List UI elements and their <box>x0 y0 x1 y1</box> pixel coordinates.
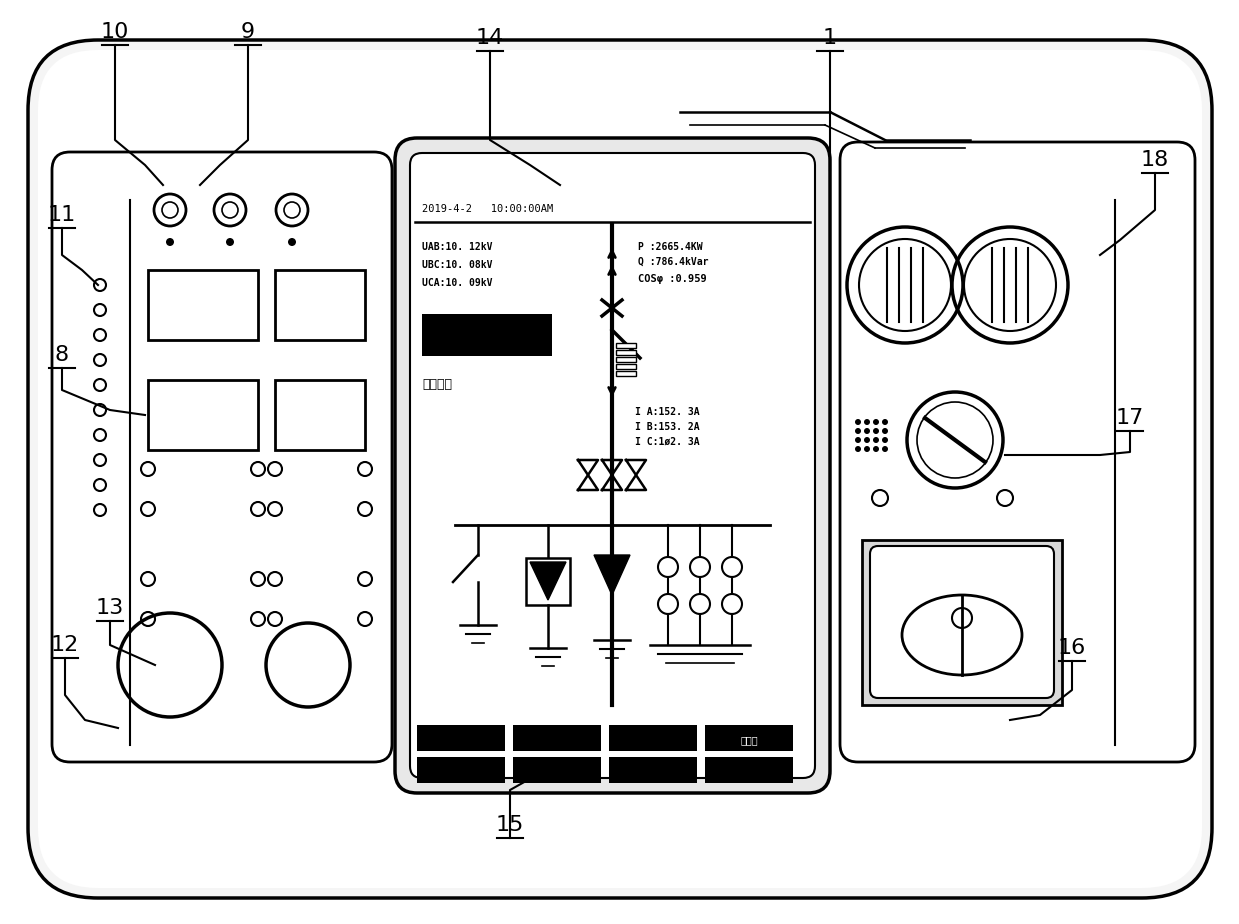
Circle shape <box>864 419 870 425</box>
Bar <box>616 364 636 369</box>
FancyBboxPatch shape <box>395 138 830 793</box>
Text: P :2665.4KW: P :2665.4KW <box>638 242 703 252</box>
Circle shape <box>873 446 878 452</box>
Text: I C:1ø2. 3A: I C:1ø2. 3A <box>636 437 700 447</box>
Bar <box>527 558 570 605</box>
Bar <box>275 380 366 450</box>
Circle shape <box>855 437 861 443</box>
Bar <box>705 725 793 751</box>
Circle shape <box>225 238 234 246</box>
Bar <box>862 540 1062 705</box>
Polygon shape <box>530 562 566 600</box>
Bar <box>616 371 636 376</box>
Text: 16: 16 <box>1058 638 1087 658</box>
Text: 12: 12 <box>51 635 79 655</box>
Circle shape <box>287 238 296 246</box>
Text: 17: 17 <box>1116 408 1144 428</box>
Text: 10: 10 <box>100 22 129 42</box>
Circle shape <box>873 437 878 443</box>
Text: 1: 1 <box>823 28 838 48</box>
Bar <box>418 757 506 783</box>
Bar <box>418 725 506 751</box>
Text: 18: 18 <box>1141 150 1170 170</box>
Circle shape <box>166 238 173 246</box>
Circle shape <box>882 428 888 434</box>
Circle shape <box>855 419 861 425</box>
FancyBboxPatch shape <box>870 546 1054 698</box>
Circle shape <box>855 446 861 452</box>
Polygon shape <box>593 555 629 595</box>
Circle shape <box>864 437 870 443</box>
Text: 13: 13 <box>95 598 124 618</box>
FancyBboxPatch shape <box>38 50 1202 888</box>
Bar <box>422 314 553 356</box>
Text: UBC:10. 08kV: UBC:10. 08kV <box>422 260 492 270</box>
Bar <box>610 725 698 751</box>
Bar <box>616 357 636 362</box>
Circle shape <box>873 428 878 434</box>
Circle shape <box>882 446 888 452</box>
Bar <box>275 270 366 340</box>
Circle shape <box>864 428 870 434</box>
Text: UCA:10. 09kV: UCA:10. 09kV <box>422 278 492 288</box>
FancyBboxPatch shape <box>410 153 815 778</box>
Bar <box>513 725 601 751</box>
Text: 11: 11 <box>48 205 76 225</box>
Text: 模拟屏: 模拟屏 <box>740 735 758 745</box>
Text: 14: 14 <box>476 28 504 48</box>
Text: Q :786.4kVar: Q :786.4kVar <box>638 257 709 267</box>
Text: I A:152. 3A: I A:152. 3A <box>636 407 700 417</box>
Bar <box>513 757 601 783</box>
Text: 8: 8 <box>55 345 69 365</box>
Bar <box>147 270 258 340</box>
Circle shape <box>882 419 888 425</box>
FancyBboxPatch shape <box>840 142 1194 762</box>
Bar <box>705 757 793 783</box>
Text: 智域负荷: 智域负荷 <box>422 378 452 391</box>
Circle shape <box>882 437 888 443</box>
Text: UAB:10. 12kV: UAB:10. 12kV <box>422 242 492 252</box>
Bar <box>616 350 636 355</box>
Bar <box>610 757 698 783</box>
Bar <box>147 380 258 450</box>
Circle shape <box>855 428 861 434</box>
Circle shape <box>873 419 878 425</box>
Text: I B:153. 2A: I B:153. 2A <box>636 422 700 432</box>
Text: 9: 9 <box>240 22 255 42</box>
FancyBboxPatch shape <box>52 152 392 762</box>
Circle shape <box>864 446 870 452</box>
Text: 15: 15 <box>496 815 524 835</box>
Text: COSφ :0.959: COSφ :0.959 <box>638 274 706 284</box>
Text: 2019-4-2   10:00:00AM: 2019-4-2 10:00:00AM <box>422 204 554 214</box>
Bar <box>616 343 636 348</box>
FancyBboxPatch shape <box>28 40 1212 898</box>
